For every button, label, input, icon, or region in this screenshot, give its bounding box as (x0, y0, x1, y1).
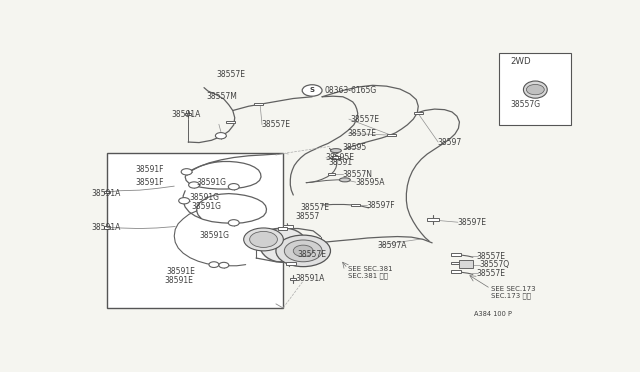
Circle shape (216, 132, 227, 139)
Text: 38597E: 38597E (457, 218, 486, 227)
Bar (414, 112, 423, 114)
Circle shape (244, 228, 284, 251)
Text: 38597: 38597 (437, 138, 461, 147)
Bar (451, 253, 461, 256)
Bar (328, 173, 335, 174)
Text: 38591: 38591 (328, 158, 352, 167)
Text: 38595E: 38595E (326, 153, 355, 162)
Bar (104, 191, 110, 193)
Circle shape (293, 245, 313, 257)
Text: 38591F: 38591F (136, 165, 164, 174)
Circle shape (284, 240, 322, 262)
Circle shape (250, 231, 277, 247)
Text: 38591A: 38591A (91, 224, 120, 232)
Circle shape (209, 262, 219, 267)
Text: 38557E: 38557E (301, 203, 330, 212)
Ellipse shape (339, 178, 350, 182)
Circle shape (276, 235, 330, 267)
Text: 38595: 38595 (343, 143, 367, 152)
Circle shape (228, 219, 239, 226)
Text: 38557E: 38557E (350, 115, 380, 124)
Ellipse shape (260, 228, 307, 262)
Bar (451, 270, 461, 273)
Text: 38591F: 38591F (136, 178, 164, 187)
Bar (332, 157, 340, 158)
Circle shape (189, 182, 200, 188)
Bar (254, 103, 263, 105)
Text: SEC.173 参照: SEC.173 参照 (491, 293, 531, 299)
Text: SEE SEC.173: SEE SEC.173 (491, 286, 535, 292)
Text: 38591A: 38591A (91, 189, 120, 198)
Text: 38557E: 38557E (348, 129, 377, 138)
Ellipse shape (330, 149, 341, 153)
Bar (284, 225, 293, 228)
Text: 38591G: 38591G (199, 231, 229, 240)
Circle shape (219, 262, 229, 268)
Text: S: S (310, 87, 315, 93)
Text: 38591E: 38591E (164, 276, 193, 285)
Circle shape (228, 183, 239, 190)
Text: 38597A: 38597A (378, 241, 407, 250)
Text: 38597F: 38597F (367, 201, 396, 209)
Text: 38591A: 38591A (296, 275, 325, 283)
Text: 38557N: 38557N (343, 170, 373, 179)
Text: SEC.381 参照: SEC.381 参照 (348, 273, 388, 279)
Text: 38595A: 38595A (355, 178, 385, 187)
Bar (185, 113, 191, 115)
Ellipse shape (524, 81, 547, 98)
Text: SEE SEC.381: SEE SEC.381 (348, 266, 392, 272)
Bar (460, 260, 474, 268)
Text: A384 100 P: A384 100 P (474, 311, 512, 317)
Text: 38557E: 38557E (477, 251, 506, 260)
Bar (226, 121, 235, 123)
Bar (428, 218, 439, 221)
Bar (108, 154, 284, 308)
Text: 38591G: 38591G (189, 193, 219, 202)
Bar (351, 204, 360, 206)
Text: 38557G: 38557G (511, 100, 541, 109)
Circle shape (302, 85, 322, 96)
Text: 38557E: 38557E (297, 250, 326, 259)
Bar (278, 227, 287, 230)
Text: 08363-6165G: 08363-6165G (324, 86, 376, 95)
Circle shape (526, 84, 544, 95)
Text: 38591E: 38591E (167, 267, 196, 276)
Bar (387, 134, 396, 136)
Circle shape (181, 169, 192, 175)
Text: 38557E: 38557E (216, 70, 245, 79)
Text: 38591G: 38591G (191, 202, 221, 211)
Text: 38557: 38557 (296, 212, 320, 221)
Bar (104, 226, 110, 228)
Circle shape (179, 198, 189, 204)
Text: 38557M: 38557M (207, 92, 237, 101)
Bar (451, 262, 461, 264)
Text: 38557Q: 38557Q (479, 260, 509, 269)
Text: 38591G: 38591G (196, 178, 227, 187)
Text: 38557E: 38557E (261, 121, 290, 129)
Text: 38591A: 38591A (172, 110, 201, 119)
Bar (499, 53, 571, 125)
Text: 2WD: 2WD (511, 57, 531, 66)
Bar (286, 263, 296, 265)
Text: 38557E: 38557E (477, 269, 506, 278)
Bar (291, 278, 296, 280)
